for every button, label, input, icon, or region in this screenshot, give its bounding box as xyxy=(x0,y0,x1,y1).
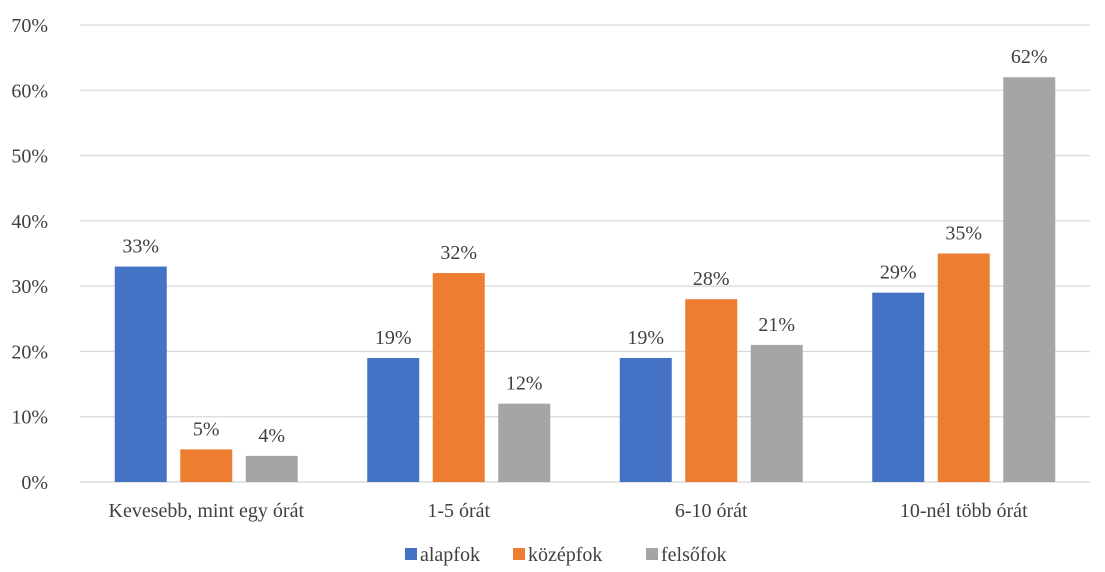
data-label: 32% xyxy=(440,242,477,264)
legend-label: alapfok xyxy=(420,544,480,566)
legend-label: felsőfok xyxy=(661,544,727,566)
legend-swatch-középfok xyxy=(513,548,525,560)
data-label: 29% xyxy=(880,262,917,284)
legend-label: középfok xyxy=(528,544,602,566)
bar-alapfok-0 xyxy=(114,266,167,482)
bar-alapfok-1 xyxy=(367,357,420,482)
y-tick-label: 60% xyxy=(11,80,48,102)
x-category-label: Kevesebb, mint egy órát xyxy=(109,500,305,522)
data-label: 21% xyxy=(758,314,795,336)
bar-középfok-1 xyxy=(432,273,485,482)
x-category-label: 6-10 órát xyxy=(675,500,748,522)
data-label: 33% xyxy=(122,236,159,258)
y-tick-label: 40% xyxy=(11,211,48,233)
x-category-label: 10-nél több órát xyxy=(900,500,1028,522)
x-category-label: 1-5 órát xyxy=(427,500,490,522)
y-tick-label: 30% xyxy=(11,276,48,298)
bar-alapfok-2 xyxy=(619,357,672,482)
legend-swatch-felsőfok xyxy=(646,548,658,560)
y-tick-label: 50% xyxy=(11,146,48,168)
legend-swatch-alapfok xyxy=(405,548,417,560)
x-axis-categories: Kevesebb, mint egy órát 1-5 órát 6-10 órát… xyxy=(109,500,1029,522)
bar-középfok-2 xyxy=(685,299,738,482)
data-label: 4% xyxy=(258,425,285,447)
data-label: 62% xyxy=(1011,46,1048,68)
bar-felsőfok-3 xyxy=(1003,77,1056,482)
y-tick-label: 70% xyxy=(11,15,48,37)
data-label: 35% xyxy=(945,223,982,245)
data-labels: 33% 5% 4% 19% 32% 12% 19% 28% 21% 29% 35% 62% xyxy=(122,46,1047,447)
bar-felsőfok-1 xyxy=(498,403,551,482)
data-label: 28% xyxy=(693,268,730,290)
y-tick-label: 20% xyxy=(11,341,48,363)
gridlines xyxy=(80,24,1090,483)
y-axis-ticks: 0% 10% 20% 30% 40% 50% 60% 70% xyxy=(11,15,48,494)
data-label: 5% xyxy=(193,418,220,440)
y-tick-label: 0% xyxy=(21,472,48,494)
bar-középfok-0 xyxy=(180,449,233,482)
data-label: 12% xyxy=(506,373,543,395)
bar-felsőfok-0 xyxy=(245,455,298,482)
data-label: 19% xyxy=(375,327,412,349)
bar-felsőfok-2 xyxy=(750,344,803,482)
y-tick-label: 10% xyxy=(11,407,48,429)
data-label: 19% xyxy=(627,327,664,349)
bar-alapfok-3 xyxy=(872,292,925,482)
legend: alapfok középfok felsőfok xyxy=(405,544,727,566)
bars xyxy=(114,77,1056,482)
bar-középfok-3 xyxy=(937,253,990,482)
